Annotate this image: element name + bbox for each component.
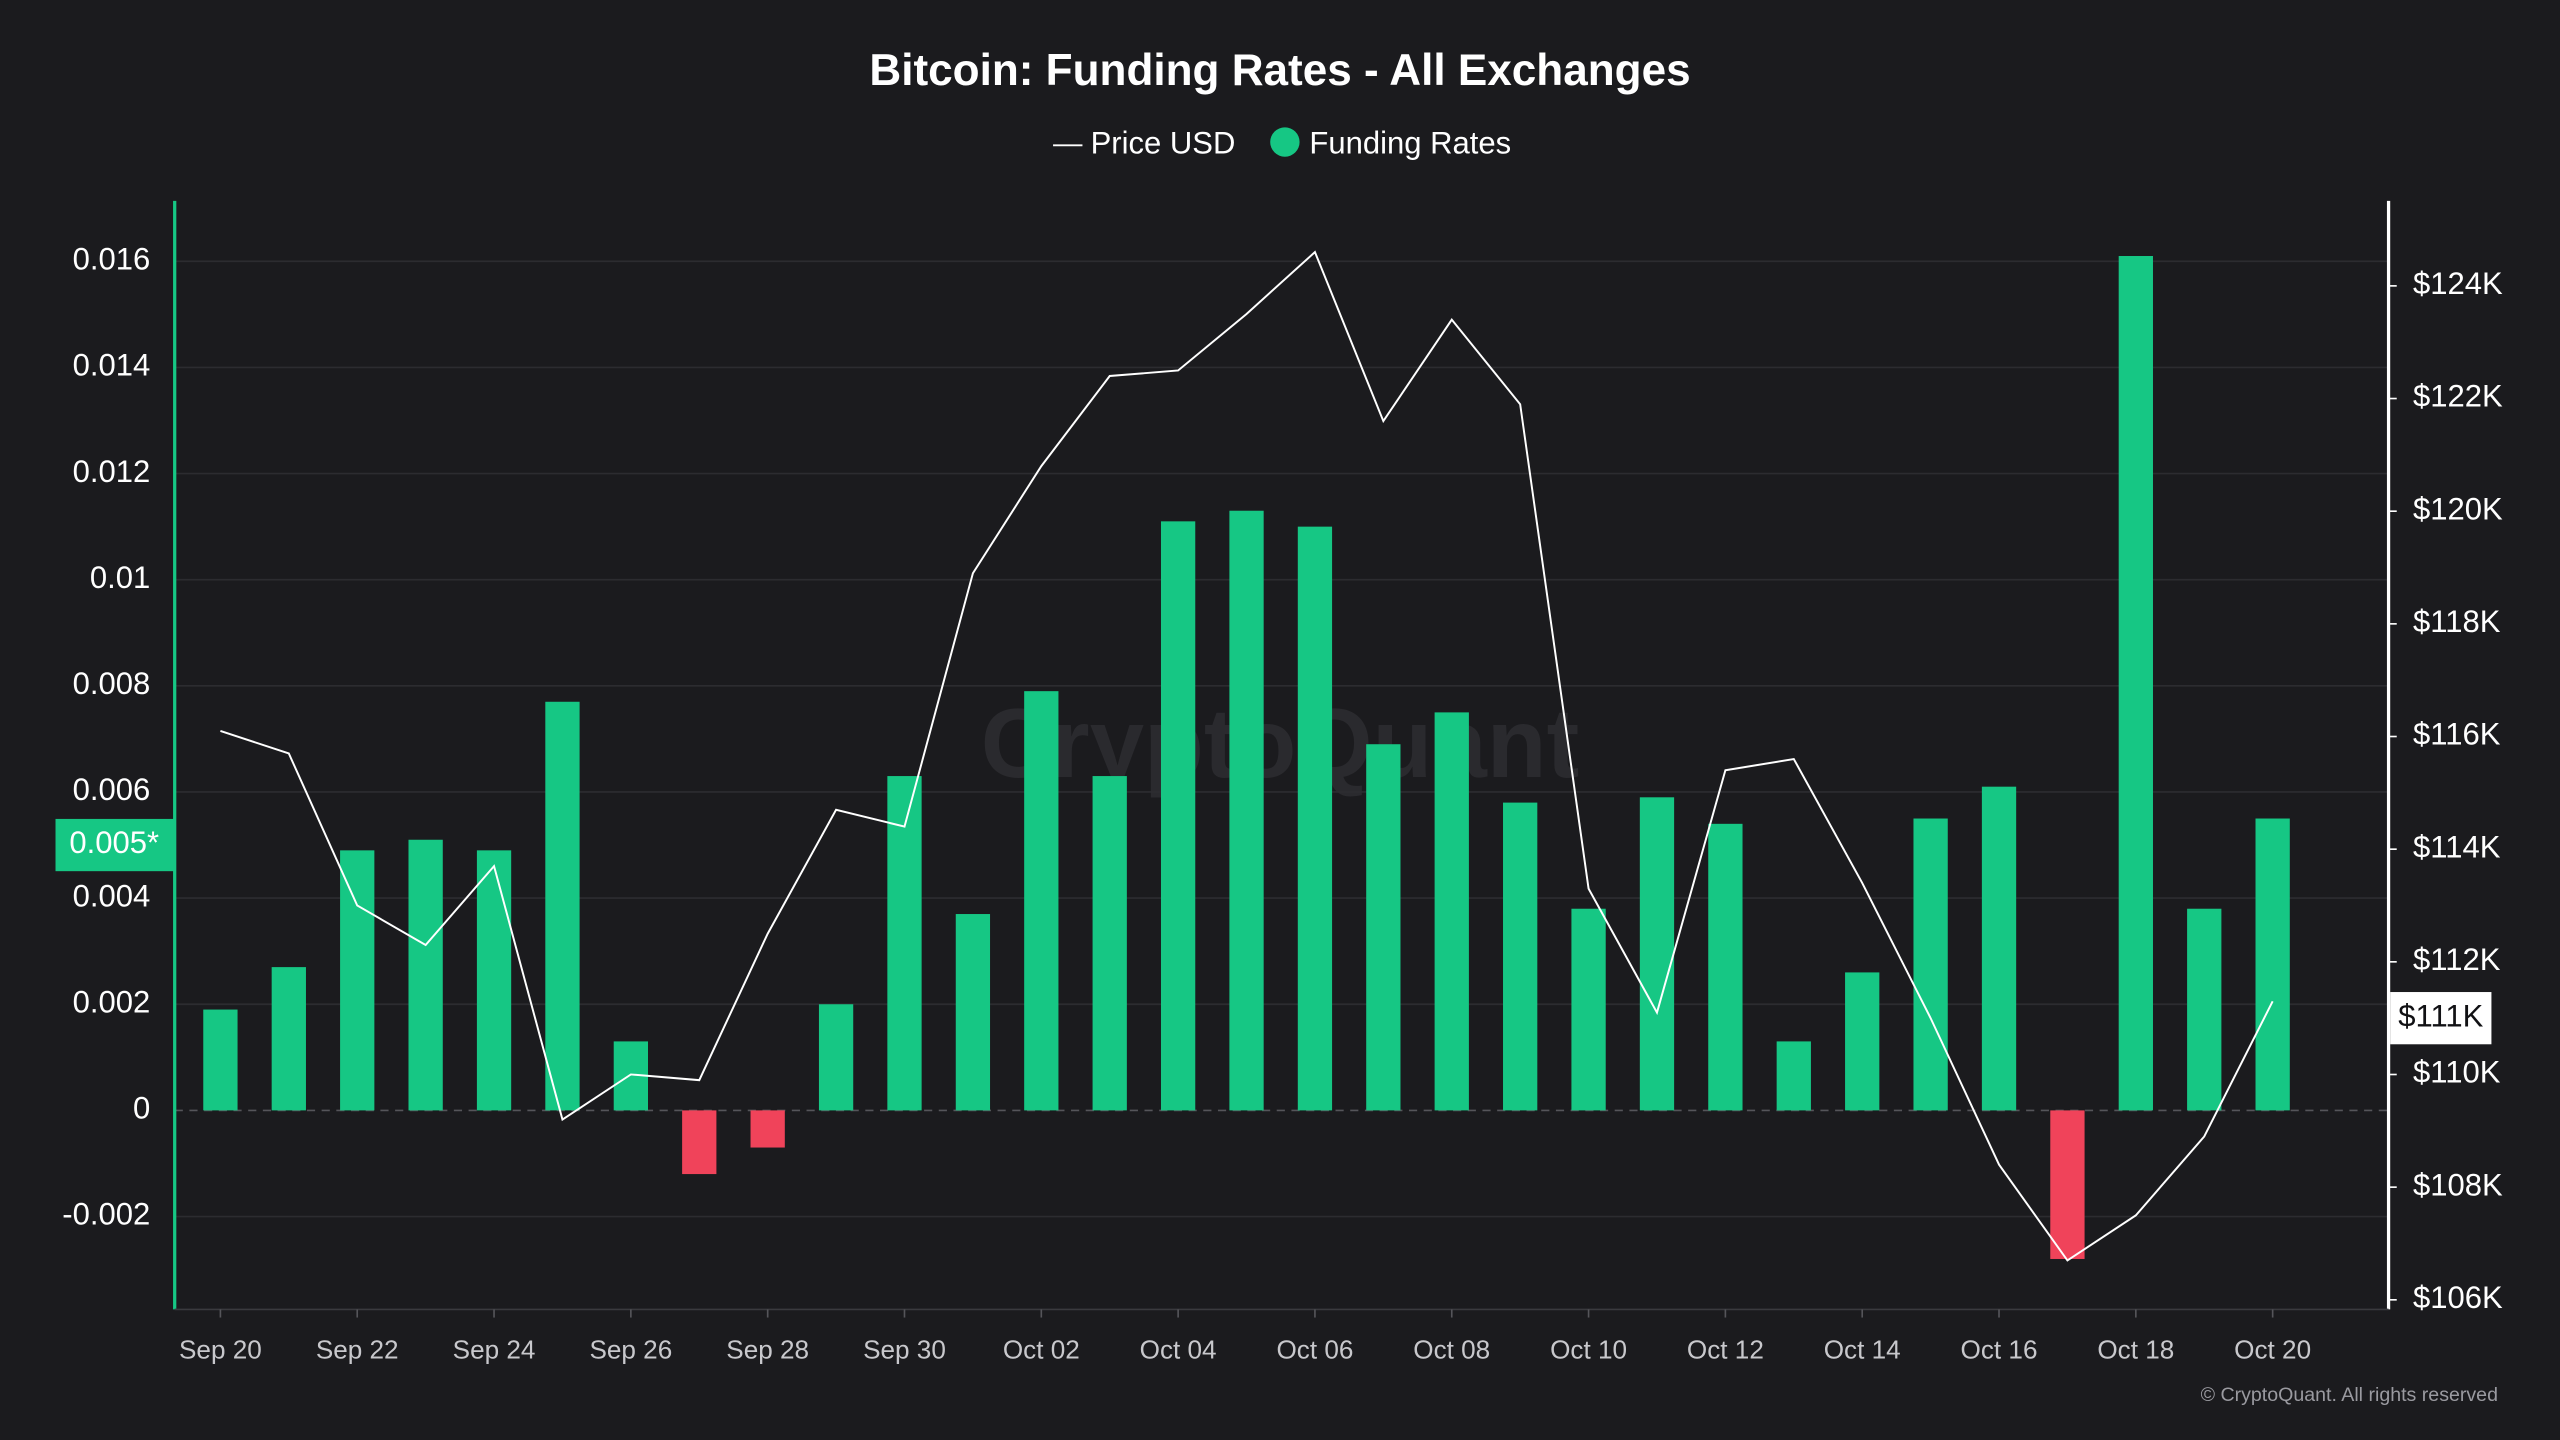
x-tick-label: Oct 12 bbox=[1687, 1335, 1764, 1365]
y2-tick-label: $108K bbox=[2413, 1167, 2503, 1202]
watermark: CryptoQuant bbox=[981, 688, 1579, 798]
y-tick-label: 0.014 bbox=[73, 348, 151, 383]
x-tick-label: Oct 16 bbox=[1961, 1335, 2038, 1365]
y2-tick-label: $118K bbox=[2413, 604, 2501, 639]
footer: © CryptoQuant. All rights reserved bbox=[2201, 1384, 2498, 1406]
y-tick-label: 0.016 bbox=[73, 242, 151, 277]
bar bbox=[271, 967, 306, 1111]
bar bbox=[887, 776, 922, 1111]
chart-title: Bitcoin: Funding Rates - All Exchanges bbox=[869, 46, 1690, 95]
bar bbox=[545, 701, 580, 1111]
y2-tick-label: $124K bbox=[2413, 266, 2503, 301]
bar bbox=[1229, 510, 1264, 1111]
bar bbox=[340, 850, 375, 1111]
bar bbox=[750, 1110, 785, 1148]
y2-tick-label: $120K bbox=[2413, 491, 2503, 526]
bar bbox=[2050, 1110, 2085, 1259]
bar bbox=[1366, 744, 1401, 1111]
bar bbox=[818, 1004, 854, 1111]
x-tick-label: Sep 30 bbox=[863, 1335, 946, 1365]
x-tick-label: Sep 26 bbox=[589, 1335, 672, 1365]
bar bbox=[1981, 786, 2017, 1111]
bar bbox=[1913, 818, 1948, 1111]
x-tick-label: Oct 08 bbox=[1413, 1335, 1490, 1365]
x-tick-label: Oct 02 bbox=[1003, 1335, 1080, 1365]
y2-tick-label: $122K bbox=[2413, 379, 2503, 414]
y-tick-label: 0 bbox=[133, 1091, 150, 1126]
y-tick-label: 0.002 bbox=[73, 984, 151, 1019]
x-tick-label: Oct 18 bbox=[2097, 1335, 2174, 1365]
bar bbox=[2187, 908, 2222, 1111]
x-tick-label: Oct 04 bbox=[1140, 1335, 1217, 1365]
x-tick-label: Sep 28 bbox=[726, 1335, 809, 1365]
bar bbox=[682, 1110, 717, 1175]
y-tick-label: -0.002 bbox=[62, 1197, 150, 1232]
y-marker-box bbox=[55, 818, 175, 872]
y-marker-label: 0.005* bbox=[69, 825, 159, 860]
y-tick-label: 0.004 bbox=[73, 878, 151, 913]
bar bbox=[1708, 823, 1743, 1111]
bar bbox=[1503, 802, 1538, 1111]
bar bbox=[1776, 1041, 1811, 1111]
legend-label: Price USD bbox=[1091, 125, 1236, 160]
y-tick-label: 0.01 bbox=[90, 560, 150, 595]
bar bbox=[1092, 776, 1127, 1111]
y2-marker-label: $111K bbox=[2398, 998, 2483, 1033]
y2-tick-label: $106K bbox=[2413, 1280, 2503, 1315]
y-tick-label: 0.008 bbox=[73, 666, 151, 701]
bar bbox=[1434, 712, 1469, 1111]
x-tick-label: Oct 20 bbox=[2234, 1335, 2311, 1365]
bar bbox=[2255, 818, 2290, 1111]
x-tick-label: Oct 14 bbox=[1824, 1335, 1901, 1365]
y-tick-label: 0.012 bbox=[73, 454, 151, 489]
legend-dot bbox=[1270, 127, 1300, 157]
y2-tick-label: $112K bbox=[2413, 942, 2501, 977]
y2-tick-label: $116K bbox=[2413, 717, 2501, 752]
x-tick-label: Sep 20 bbox=[179, 1335, 262, 1365]
bar bbox=[203, 1009, 238, 1111]
x-tick-label: Sep 22 bbox=[316, 1335, 399, 1365]
bar bbox=[955, 914, 991, 1111]
bar bbox=[1160, 521, 1196, 1111]
y2-tick-label: $110K bbox=[2413, 1055, 2501, 1090]
x-tick-label: Oct 10 bbox=[1550, 1335, 1627, 1365]
price-line bbox=[220, 250, 2274, 1262]
bar bbox=[1571, 908, 1606, 1111]
x-tick-label: Sep 24 bbox=[453, 1335, 536, 1365]
legend-label: Funding Rates bbox=[1309, 125, 1511, 160]
bar bbox=[1639, 797, 1675, 1111]
bar bbox=[476, 850, 512, 1111]
bar bbox=[1297, 526, 1333, 1111]
y2-marker-box bbox=[2390, 992, 2492, 1045]
bar bbox=[408, 839, 443, 1111]
bar bbox=[2118, 256, 2153, 1111]
bar bbox=[1845, 972, 1880, 1111]
x-tick-label: Oct 06 bbox=[1276, 1335, 1353, 1365]
y-tick-label: 0.006 bbox=[73, 772, 151, 807]
y2-tick-label: $114K bbox=[2413, 829, 2501, 864]
bar bbox=[1024, 691, 1059, 1111]
